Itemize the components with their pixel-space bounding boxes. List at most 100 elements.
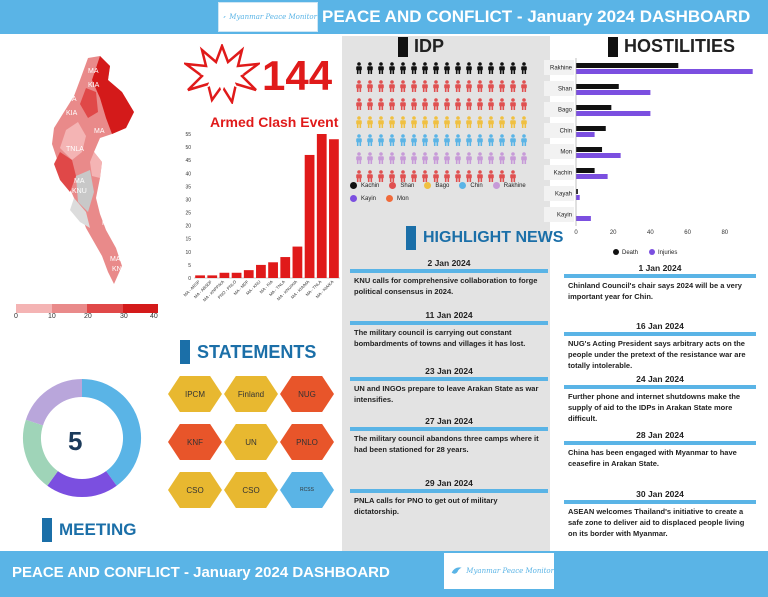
person-icon [455,152,461,164]
person-icon [400,98,406,110]
statement-hex: CSO [224,472,278,508]
clash-bar [280,257,291,278]
highlight-title: HIGHLIGHT NEWS [423,229,564,246]
map-label: KNU [102,220,117,227]
statement-hex: PNLO [280,424,334,460]
y-tick-label: 0 [188,276,191,282]
map-label: MA [94,128,105,135]
person-icon [378,116,384,128]
category-label: Rakhine [550,66,573,72]
person-icon [466,62,472,74]
highlight-heading: HIGHLIGHT NEWS [406,226,563,250]
person-icon [477,134,483,146]
explosion-icon [184,44,260,104]
person-icon [466,152,472,164]
person-icon [367,170,373,182]
y-tick-label: 50 [185,145,191,151]
person-icon [389,152,395,164]
hostility-bar [576,63,679,68]
logo-text: Myanmar Peace Monitor [229,13,317,21]
category-cell [544,60,574,75]
legend-swatch [350,195,357,202]
person-icon [488,170,494,182]
legend-label: Chin [470,182,483,189]
person-icon [455,98,461,110]
person-icon [356,152,362,164]
armed-clash-label: Armed Clash Event [210,114,339,130]
news-divider [564,332,756,336]
hostility-bar [576,111,651,116]
news-divider [564,500,756,504]
person-icon [433,116,439,128]
person-icon [521,116,527,128]
person-icon [466,98,472,110]
dove-icon [451,567,462,574]
person-icon [488,116,494,128]
category-label: Bago [558,108,573,114]
person-icon [378,134,384,146]
statement-hex: IPCM [168,376,222,412]
category-cell [544,102,574,117]
person-icon [378,152,384,164]
footer-bar [0,551,768,597]
news-date: 16 Jan 2024 [636,321,684,331]
person-icon [422,152,428,164]
hostility-bar [576,168,595,173]
person-icon [477,116,483,128]
clash-bar [316,134,327,278]
heading-marker [180,340,190,364]
clash-bar [231,272,242,278]
category-cell [544,186,574,201]
map-color-scale [16,304,158,313]
meeting-title: MEETING [59,520,137,539]
legend-swatch [492,182,500,189]
footer-logo: Myanmar Peace Monitor [444,553,554,589]
person-icon [367,134,373,146]
category-cell [544,123,574,138]
idp-legend-item: Rakhine [492,182,526,189]
news-headline: The military council is carrying out con… [354,328,526,348]
person-icon [411,98,417,110]
scale-label: 40 [150,313,158,320]
page-title: PEACE AND CONFLICT - January 2024 DASHBO… [322,7,751,26]
news-date: 2 Jan 2024 [427,258,471,268]
scale-label: 20 [84,313,92,320]
person-icon [455,116,461,128]
person-icon [444,134,450,146]
legend-label: Death [622,250,638,256]
person-icon [378,98,384,110]
person-icon [466,170,472,182]
person-icon [422,98,428,110]
news-headline: PNLA calls for PNO to get out of militar… [354,496,498,516]
person-icon [466,116,472,128]
y-tick-label: 40 [185,171,191,177]
statement-hex: KNF [168,424,222,460]
person-icon [455,134,461,146]
hostilities-chart: Rakhine Shan Bago Chin Mon Kachin Kayah Kayin 0 2… [544,58,753,256]
legend-label: Shan [400,182,415,189]
scale-label: 10 [48,313,56,320]
person-icon [400,116,406,128]
news-divider [350,321,548,325]
clash-bar [219,272,230,278]
category-label: Mon [560,150,572,156]
person-icon [510,62,516,74]
y-tick-label: 15 [185,237,191,243]
person-icon [389,116,395,128]
person-icon [477,152,483,164]
category-cell [544,207,574,222]
news-divider [350,377,548,381]
armed-clash-count: 144 [262,52,333,99]
person-icon [477,80,483,92]
donut-segment [47,470,117,497]
clash-bar [329,139,339,278]
person-icon [499,116,505,128]
category-label: Kayah [555,192,572,198]
map-label: TNLA [66,146,84,153]
statement-hex: NUG [280,376,334,412]
person-icon [510,98,516,110]
person-icon [433,134,439,146]
person-icon [389,80,395,92]
hostility-bar [576,126,606,131]
news-date: 27 Jan 2024 [425,416,473,426]
